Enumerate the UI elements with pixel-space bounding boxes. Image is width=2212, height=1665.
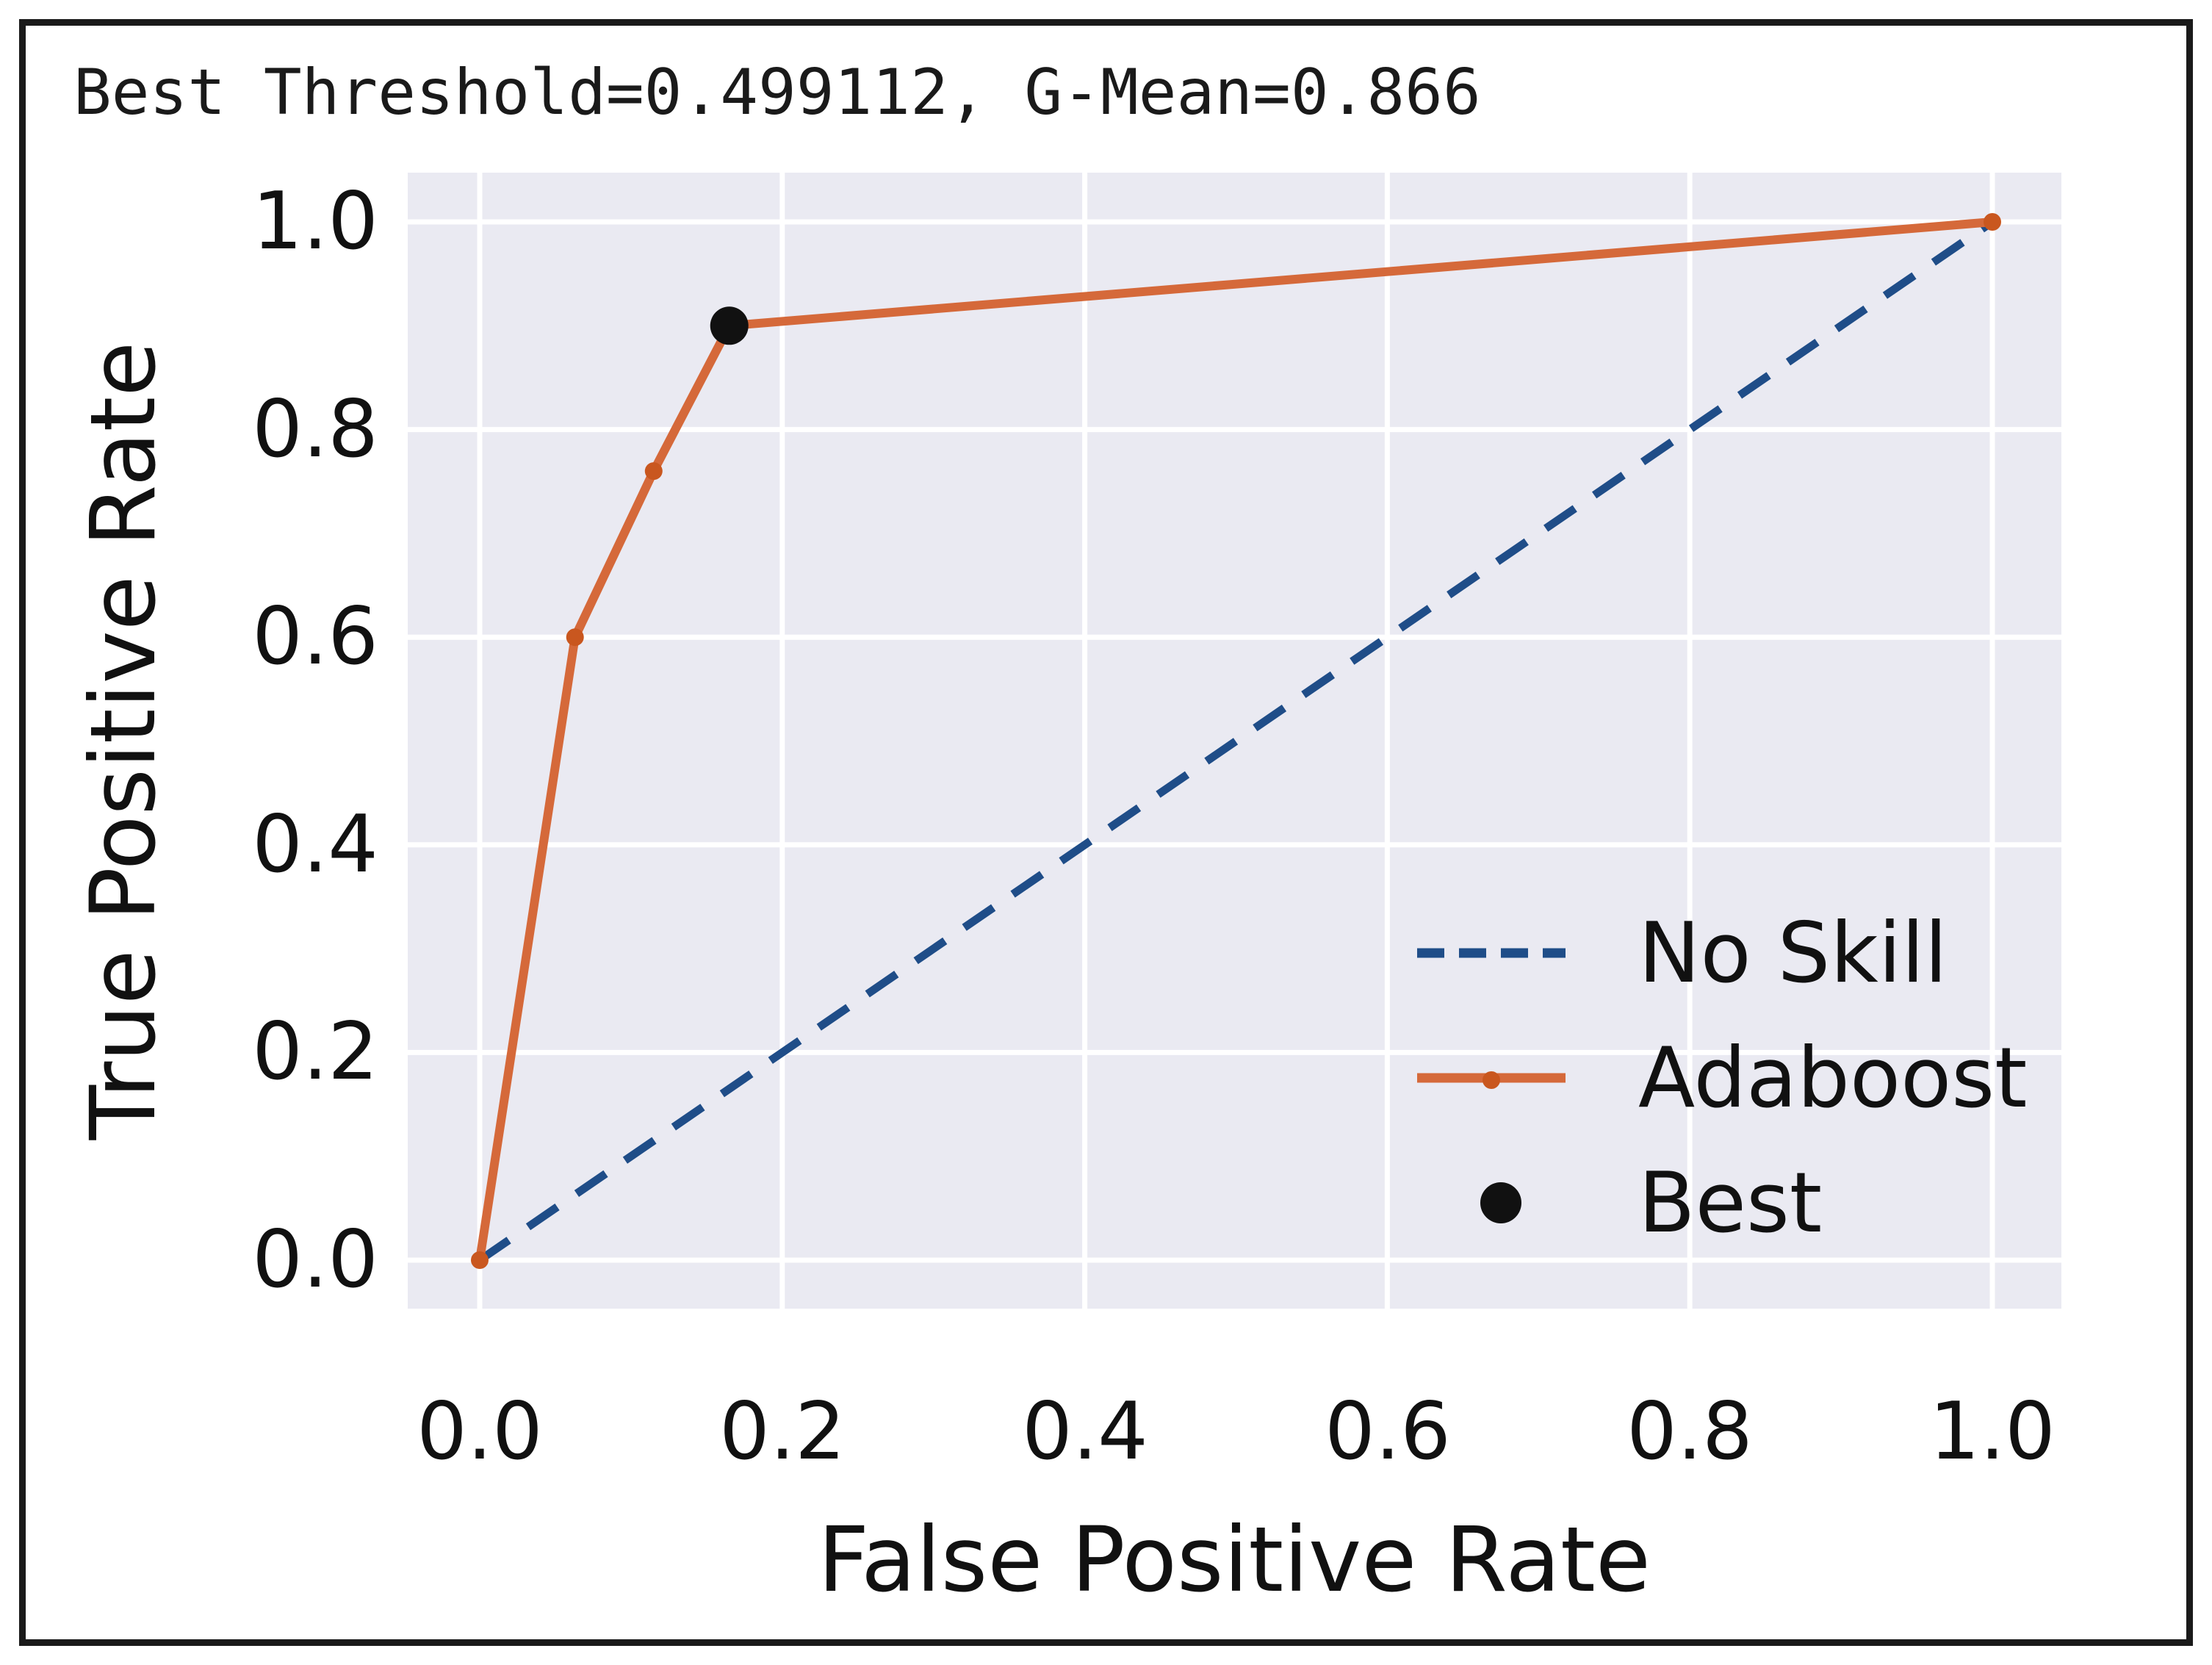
- x-tick-label: 0.2: [719, 1386, 846, 1478]
- y-tick-label: 0.6: [252, 591, 378, 683]
- roc-chart: [408, 173, 2061, 1309]
- legend: No Skill Adaboost Best: [1414, 891, 2027, 1265]
- line-with-marker-icon: [1417, 1071, 1566, 1089]
- legend-label: No Skill: [1638, 905, 1948, 1001]
- y-tick-label: 0.8: [252, 384, 378, 475]
- x-tick-label: 0.0: [417, 1386, 543, 1478]
- y-tick-label: 0.2: [252, 1006, 378, 1098]
- plot-area: [408, 173, 2061, 1309]
- legend-label: Adaboost: [1638, 1029, 2028, 1126]
- figure-border: [19, 19, 2193, 1646]
- legend-item-no-skill: No Skill: [1414, 891, 2027, 1015]
- legend-item-best: Best: [1414, 1140, 2027, 1265]
- dot-marker-icon: [1480, 1182, 1521, 1223]
- y-tick-label: 0.0: [252, 1214, 378, 1306]
- y-tick-label: 0.4: [252, 799, 378, 891]
- dashed-line-icon: [1417, 948, 1566, 958]
- x-tick-label: 0.8: [1626, 1386, 1753, 1478]
- chart-title: Best Threshold=0.499112, G-Mean=0.866: [73, 56, 1481, 129]
- x-axis-label: False Positive Rate: [818, 1508, 1651, 1612]
- legend-label: Best: [1638, 1154, 1823, 1251]
- legend-item-adaboost: Adaboost: [1414, 1015, 2027, 1140]
- x-tick-label: 1.0: [1929, 1386, 2056, 1478]
- x-tick-label: 0.6: [1325, 1386, 1451, 1478]
- y-tick-label: 1.0: [252, 176, 378, 267]
- x-tick-label: 0.4: [1022, 1386, 1148, 1478]
